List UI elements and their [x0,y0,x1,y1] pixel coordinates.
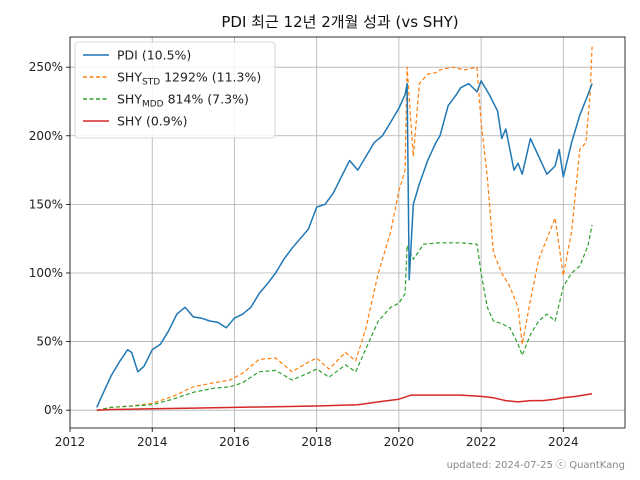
legend-box [74,41,276,139]
x-tick-label: 2012 [55,435,86,449]
y-tick-label: 0% [44,403,63,417]
x-tick-label: 2024 [548,435,579,449]
legend-label-0: PDI (10.5%) [117,48,191,63]
y-tick-label: 200% [29,129,63,143]
y-tick-label: 50% [36,335,63,349]
series-lines [96,46,593,411]
series-line-0 [96,80,593,408]
legend-label-1: SHYSTD 1292% (11.3%) [117,70,261,88]
series-line-3 [96,392,593,411]
x-tick-label: 2020 [384,435,415,449]
x-tick-label: 2018 [301,435,332,449]
series-line-2 [96,224,593,411]
chart-title: PDI 최근 12년 2개월 성과 (vs SHY) [221,13,458,31]
legend: PDI (10.5%) SHYSTD 1292% (11.3%) SHYMDD 81… [74,41,276,139]
x-tick-label: 2016 [219,435,250,449]
footer-credit: updated: 2024-07-25 ⓒ QuantKang [447,459,625,471]
legend-label-2: SHYMDD 814% (7.3%) [117,92,249,110]
x-tick-label: 2022 [466,435,497,449]
x-tick-label: 2014 [137,435,168,449]
y-tick-label: 150% [29,197,63,211]
legend-label-3: SHY (0.9%) [117,114,187,129]
y-tick-label: 250% [29,60,63,74]
series-line-1 [96,46,593,411]
axis-ticks: 2012 2014 2016 2018 2020 2022 2024 0% 50% 100% 150… [29,60,579,449]
y-tick-label: 100% [29,266,63,280]
plot-frame [69,36,626,429]
